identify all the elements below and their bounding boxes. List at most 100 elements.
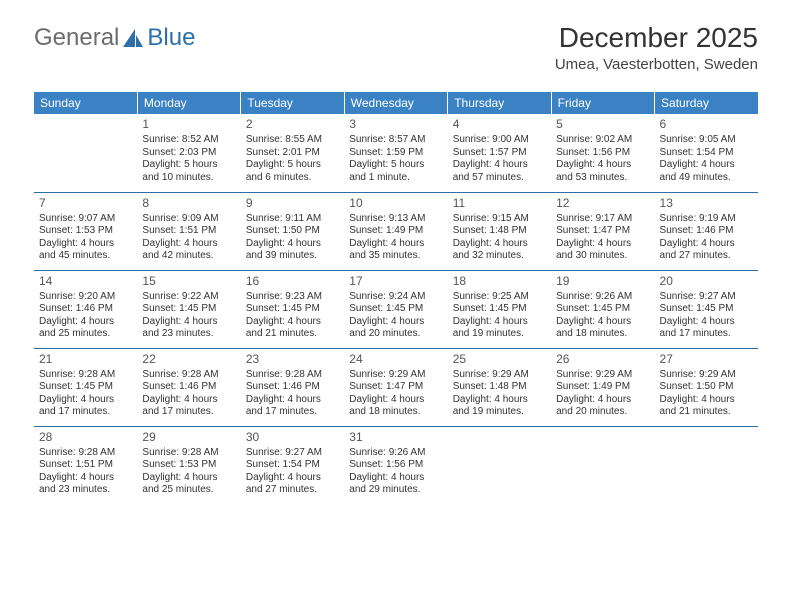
daylight-text: Daylight: 4 hours xyxy=(453,238,546,251)
daylight-text-cont: and 21 minutes. xyxy=(660,406,753,419)
day-number: 12 xyxy=(556,196,649,211)
sunrise-text: Sunrise: 9:15 AM xyxy=(453,213,546,226)
calendar-day-cell: 12Sunrise: 9:17 AMSunset: 1:47 PMDayligh… xyxy=(551,192,654,270)
daylight-text: Daylight: 4 hours xyxy=(349,394,442,407)
daylight-text-cont: and 18 minutes. xyxy=(349,406,442,419)
calendar-day-cell xyxy=(34,114,137,192)
sunrise-text: Sunrise: 8:55 AM xyxy=(246,134,339,147)
daylight-text-cont: and 21 minutes. xyxy=(246,328,339,341)
brand-part2: Blue xyxy=(147,24,195,52)
calendar-day-cell: 5Sunrise: 9:02 AMSunset: 1:56 PMDaylight… xyxy=(551,114,654,192)
weekday-header: Thursday xyxy=(448,92,551,114)
sunset-text: Sunset: 1:59 PM xyxy=(349,147,442,160)
daylight-text-cont: and 39 minutes. xyxy=(246,250,339,263)
calendar-day-cell: 14Sunrise: 9:20 AMSunset: 1:46 PMDayligh… xyxy=(34,270,137,348)
sunrise-text: Sunrise: 8:52 AM xyxy=(142,134,235,147)
daylight-text: Daylight: 4 hours xyxy=(349,316,442,329)
weekday-header: Sunday xyxy=(34,92,137,114)
daylight-text: Daylight: 4 hours xyxy=(142,394,235,407)
calendar-day-cell: 10Sunrise: 9:13 AMSunset: 1:49 PMDayligh… xyxy=(344,192,447,270)
day-number: 18 xyxy=(453,274,546,289)
day-number: 3 xyxy=(349,117,442,132)
sunrise-text: Sunrise: 9:27 AM xyxy=(660,291,753,304)
sunrise-text: Sunrise: 9:09 AM xyxy=(142,213,235,226)
daylight-text-cont: and 27 minutes. xyxy=(660,250,753,263)
sunset-text: Sunset: 1:54 PM xyxy=(246,459,339,472)
day-number: 29 xyxy=(142,430,235,445)
calendar-day-cell: 9Sunrise: 9:11 AMSunset: 1:50 PMDaylight… xyxy=(241,192,344,270)
sunset-text: Sunset: 1:46 PM xyxy=(142,381,235,394)
day-number: 15 xyxy=(142,274,235,289)
day-number: 13 xyxy=(660,196,753,211)
daylight-text: Daylight: 4 hours xyxy=(39,316,132,329)
day-number: 2 xyxy=(246,117,339,132)
sail-icon xyxy=(121,27,145,49)
calendar-day-cell: 22Sunrise: 9:28 AMSunset: 1:46 PMDayligh… xyxy=(137,348,240,426)
calendar-day-cell: 13Sunrise: 9:19 AMSunset: 1:46 PMDayligh… xyxy=(655,192,758,270)
day-number: 5 xyxy=(556,117,649,132)
daylight-text-cont: and 53 minutes. xyxy=(556,172,649,185)
sunrise-text: Sunrise: 9:27 AM xyxy=(246,447,339,460)
brand-logo: General Blue xyxy=(34,24,195,52)
day-number: 11 xyxy=(453,196,546,211)
day-number: 19 xyxy=(556,274,649,289)
calendar-day-cell: 4Sunrise: 9:00 AMSunset: 1:57 PMDaylight… xyxy=(448,114,551,192)
daylight-text: Daylight: 4 hours xyxy=(453,394,546,407)
calendar-day-cell xyxy=(551,426,654,504)
calendar-day-cell: 30Sunrise: 9:27 AMSunset: 1:54 PMDayligh… xyxy=(241,426,344,504)
day-number: 24 xyxy=(349,352,442,367)
calendar-day-cell: 31Sunrise: 9:26 AMSunset: 1:56 PMDayligh… xyxy=(344,426,447,504)
daylight-text: Daylight: 4 hours xyxy=(142,472,235,485)
sunset-text: Sunset: 2:03 PM xyxy=(142,147,235,160)
day-number: 22 xyxy=(142,352,235,367)
daylight-text-cont: and 17 minutes. xyxy=(142,406,235,419)
daylight-text: Daylight: 5 hours xyxy=(349,159,442,172)
calendar-day-cell: 7Sunrise: 9:07 AMSunset: 1:53 PMDaylight… xyxy=(34,192,137,270)
weekday-header: Friday xyxy=(551,92,654,114)
daylight-text: Daylight: 4 hours xyxy=(556,159,649,172)
day-number: 27 xyxy=(660,352,753,367)
day-number: 20 xyxy=(660,274,753,289)
daylight-text-cont: and 49 minutes. xyxy=(660,172,753,185)
brand-part1: General xyxy=(34,24,119,52)
calendar-day-cell: 18Sunrise: 9:25 AMSunset: 1:45 PMDayligh… xyxy=(448,270,551,348)
daylight-text-cont: and 25 minutes. xyxy=(142,484,235,497)
sunrise-text: Sunrise: 9:19 AM xyxy=(660,213,753,226)
daylight-text: Daylight: 4 hours xyxy=(246,394,339,407)
calendar-day-cell: 19Sunrise: 9:26 AMSunset: 1:45 PMDayligh… xyxy=(551,270,654,348)
daylight-text-cont: and 32 minutes. xyxy=(453,250,546,263)
sunrise-text: Sunrise: 9:05 AM xyxy=(660,134,753,147)
weekday-header: Monday xyxy=(137,92,240,114)
day-number: 4 xyxy=(453,117,546,132)
sunset-text: Sunset: 1:50 PM xyxy=(246,225,339,238)
calendar-day-cell: 6Sunrise: 9:05 AMSunset: 1:54 PMDaylight… xyxy=(655,114,758,192)
daylight-text-cont: and 57 minutes. xyxy=(453,172,546,185)
daylight-text-cont: and 19 minutes. xyxy=(453,406,546,419)
calendar-day-cell: 20Sunrise: 9:27 AMSunset: 1:45 PMDayligh… xyxy=(655,270,758,348)
sunset-text: Sunset: 1:48 PM xyxy=(453,381,546,394)
calendar-day-cell: 1Sunrise: 8:52 AMSunset: 2:03 PMDaylight… xyxy=(137,114,240,192)
sunrise-text: Sunrise: 9:25 AM xyxy=(453,291,546,304)
calendar-day-cell: 26Sunrise: 9:29 AMSunset: 1:49 PMDayligh… xyxy=(551,348,654,426)
daylight-text-cont: and 6 minutes. xyxy=(246,172,339,185)
header-right: December 2025 Umea, Vaesterbotten, Swede… xyxy=(555,22,758,73)
calendar-day-cell: 24Sunrise: 9:29 AMSunset: 1:47 PMDayligh… xyxy=(344,348,447,426)
daylight-text: Daylight: 4 hours xyxy=(453,159,546,172)
calendar-week-row: 28Sunrise: 9:28 AMSunset: 1:51 PMDayligh… xyxy=(34,426,758,504)
sunrise-text: Sunrise: 9:07 AM xyxy=(39,213,132,226)
sunset-text: Sunset: 1:53 PM xyxy=(142,459,235,472)
day-number: 26 xyxy=(556,352,649,367)
daylight-text-cont: and 45 minutes. xyxy=(39,250,132,263)
day-number: 30 xyxy=(246,430,339,445)
day-number: 23 xyxy=(246,352,339,367)
daylight-text-cont: and 30 minutes. xyxy=(556,250,649,263)
sunrise-text: Sunrise: 9:26 AM xyxy=(556,291,649,304)
daylight-text: Daylight: 4 hours xyxy=(556,316,649,329)
sunset-text: Sunset: 1:49 PM xyxy=(556,381,649,394)
sunset-text: Sunset: 2:01 PM xyxy=(246,147,339,160)
day-number: 7 xyxy=(39,196,132,211)
calendar-day-cell: 28Sunrise: 9:28 AMSunset: 1:51 PMDayligh… xyxy=(34,426,137,504)
daylight-text-cont: and 18 minutes. xyxy=(556,328,649,341)
sunrise-text: Sunrise: 9:24 AM xyxy=(349,291,442,304)
daylight-text-cont: and 20 minutes. xyxy=(556,406,649,419)
